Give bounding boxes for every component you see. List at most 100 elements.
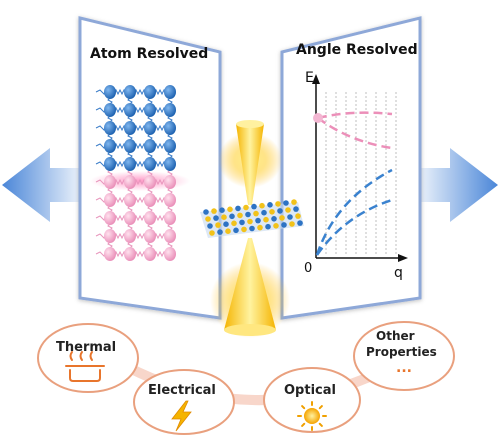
sample-atom-blue	[261, 209, 267, 216]
blue-branch-lower	[315, 198, 393, 256]
lattice-spring	[154, 214, 166, 222]
lattice-spring	[167, 223, 173, 231]
lattice-spring	[127, 115, 133, 123]
other-properties-bubble: Other Properties ...	[353, 321, 455, 391]
sample-atom-yellow	[279, 215, 285, 221]
atom-pink	[124, 229, 136, 243]
sample-atom-blue	[217, 229, 223, 235]
lattice-spring	[134, 124, 146, 132]
pink-branch-origin-dot	[313, 113, 323, 123]
sample-atom-yellow	[253, 210, 259, 217]
sample-atom-yellow	[221, 214, 227, 220]
other-label-line2: Properties	[366, 345, 437, 359]
atom-blue	[104, 139, 116, 153]
sample-atom-blue	[283, 200, 289, 206]
other-label-line1: Other	[376, 329, 415, 343]
angle-resolved-title: Angle Resolved	[296, 42, 418, 58]
sample-atom-yellow	[227, 206, 233, 213]
lattice-spring	[147, 151, 153, 159]
lattice-spring	[134, 178, 146, 186]
lattice-spring	[134, 214, 146, 222]
atom-pink	[164, 193, 176, 207]
atom-blue	[164, 121, 176, 135]
lower-cone-rim	[224, 324, 276, 336]
left-arrow	[2, 148, 90, 222]
lattice-spring	[167, 241, 173, 249]
atom-blue	[144, 103, 156, 117]
atom-pink	[164, 175, 176, 189]
atom-lattice	[95, 85, 176, 261]
plot-gridlines	[325, 92, 397, 256]
lattice-spring	[107, 97, 113, 105]
lattice-spring	[127, 133, 133, 141]
sun-ray	[301, 405, 306, 410]
electron-beam	[200, 120, 304, 338]
lattice-spring	[167, 151, 173, 159]
sample-atom-yellow	[273, 223, 279, 229]
atom-blue	[104, 103, 116, 117]
atom-pink	[104, 229, 116, 243]
dispersion-plot: E q 0	[304, 70, 408, 281]
sample-atom-blue	[235, 205, 241, 212]
lattice-spring	[154, 142, 166, 150]
sample-atom-blue	[267, 202, 273, 208]
sample-atom-yellow	[205, 216, 211, 222]
sample-atom-blue	[239, 219, 245, 226]
lattice-spring	[154, 250, 166, 258]
lattice-spring	[134, 250, 146, 258]
optical-label: Optical	[284, 383, 336, 398]
thermal-icon	[65, 351, 105, 382]
sample-atom-blue	[265, 223, 271, 230]
blue-branch-upper	[315, 168, 393, 256]
2d-material-sample	[200, 199, 304, 238]
electrical-label: Electrical	[148, 383, 216, 398]
lattice-spring	[114, 88, 126, 96]
sun-ray	[301, 422, 306, 427]
lattice-spring	[154, 160, 166, 168]
sample-atom-yellow	[257, 224, 263, 231]
lattice-spring	[127, 97, 133, 105]
thermal-bubble: Thermal	[37, 323, 139, 393]
lattice-spring	[147, 97, 153, 105]
sun-ray	[318, 422, 323, 427]
lattice-spring	[107, 151, 113, 159]
lattice-spring	[114, 142, 126, 150]
lattice-spring	[107, 187, 113, 195]
lattice-spring	[147, 241, 153, 249]
lattice-spring	[147, 115, 153, 123]
atom-blue	[164, 139, 176, 153]
sample-atom-yellow	[289, 221, 295, 227]
lower-cone	[224, 238, 276, 330]
lattice-spring	[107, 169, 113, 177]
atom-blue	[124, 103, 136, 117]
lattice-spring	[154, 178, 166, 186]
atom-blue	[164, 85, 176, 99]
upper-cone	[236, 124, 264, 205]
lattice-spring	[147, 133, 153, 141]
lattice-spring	[127, 187, 133, 195]
atom-blue	[104, 121, 116, 135]
lattice-spring	[154, 124, 166, 132]
lattice-spring	[154, 88, 166, 96]
atom-blue	[164, 103, 176, 117]
x-axis-arrowhead	[398, 254, 408, 262]
sample-atom-blue	[233, 227, 239, 234]
atom-pink	[164, 229, 176, 243]
lattice-spring	[114, 124, 126, 132]
lattice-spring	[167, 133, 173, 141]
optical-bubble: Optical	[263, 367, 361, 433]
lattice-spring	[114, 232, 126, 240]
lattice-spring	[127, 241, 133, 249]
atom-pink	[164, 211, 176, 225]
lattice-spring	[167, 97, 173, 105]
atom-blue	[144, 139, 156, 153]
lattice-spring	[147, 205, 153, 213]
pink-branch-lower	[317, 116, 393, 150]
lattice-spring	[114, 250, 126, 258]
lattice-spring	[107, 205, 113, 213]
sample-atom-yellow	[211, 208, 217, 214]
lattice-spring	[127, 223, 133, 231]
lattice-spring	[127, 205, 133, 213]
sample-atom-blue	[213, 215, 219, 221]
sample-atom-blue	[223, 221, 229, 227]
